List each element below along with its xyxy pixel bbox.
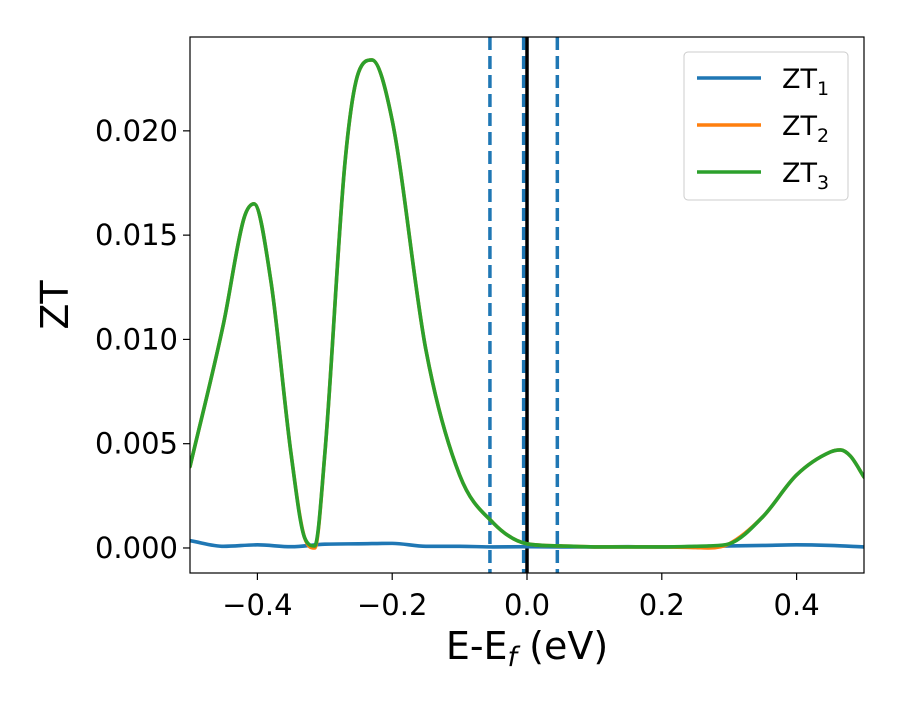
series-line-zt1 xyxy=(190,538,864,549)
legend-label-zt2: ZT2 xyxy=(782,111,829,147)
x-axis-ticks: −0.4 −0.2 0.0 0.2 0.4 xyxy=(222,573,820,622)
x-tick-label: −0.2 xyxy=(357,588,427,622)
series-line-zt3 xyxy=(190,58,864,549)
x-axis-label-unit: (eV) xyxy=(517,624,608,668)
x-axis-label: E-Ef (eV) xyxy=(446,624,608,673)
legend-label-zt3: ZT3 xyxy=(782,158,829,194)
legend-box xyxy=(683,51,849,201)
legend: ZT1 ZT2 ZT3 xyxy=(683,51,849,201)
x-tick-label: 0.0 xyxy=(504,588,550,622)
x-tick-label: 0.2 xyxy=(639,588,685,622)
x-tick-label: 0.4 xyxy=(774,588,820,622)
vertical-lines xyxy=(488,37,560,573)
legend-label-zt1: ZT1 xyxy=(782,64,829,100)
y-tick-label: 0.020 xyxy=(95,114,178,148)
y-tick-label: 0.000 xyxy=(95,531,178,565)
series-lines xyxy=(190,58,864,550)
y-tick-label: 0.010 xyxy=(95,322,178,356)
y-tick-label: 0.005 xyxy=(95,427,178,461)
y-tick-label: 0.015 xyxy=(95,218,178,252)
x-tick-label: −0.4 xyxy=(222,588,292,622)
y-axis-ticks: 0.000 0.005 0.010 0.015 0.020 xyxy=(95,114,190,565)
legend-entries: ZT1 ZT2 ZT3 xyxy=(697,64,829,194)
y-axis-label: ZT xyxy=(33,280,77,330)
